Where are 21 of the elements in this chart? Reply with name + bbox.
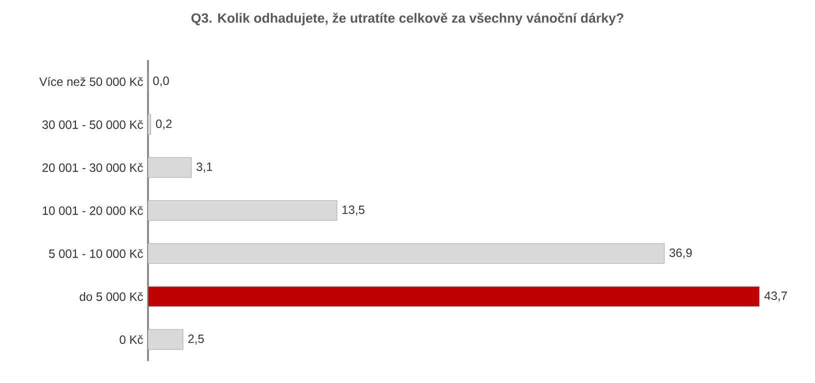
bar bbox=[148, 157, 192, 178]
bar bbox=[148, 200, 338, 221]
data-label: 3,1 bbox=[196, 162, 212, 172]
chart-title: Q3. Kolik odhadujete, že utratíte celkově za všechny vánoční dárky? bbox=[191, 12, 624, 26]
data-label: 43,7 bbox=[764, 292, 787, 302]
data-label: 2,5 bbox=[188, 334, 204, 344]
data-label: 0,2 bbox=[156, 120, 172, 130]
data-label: 0,0 bbox=[153, 76, 169, 86]
bar bbox=[148, 114, 152, 135]
y-tick-label: do 5 000 Kč bbox=[80, 292, 143, 301]
bar bbox=[148, 243, 665, 264]
data-label: 13,5 bbox=[342, 206, 364, 216]
data-label: 36,9 bbox=[669, 248, 692, 258]
bar bbox=[148, 286, 760, 307]
y-tick-label: 30 001 - 50 000 Kč bbox=[42, 120, 143, 129]
bar bbox=[148, 329, 184, 350]
y-tick-label: 0 Kč bbox=[120, 335, 143, 344]
y-tick-label: Více než 50 000 Kč bbox=[39, 77, 143, 86]
y-tick-label: 10 001 - 20 000 Kč bbox=[42, 206, 143, 215]
y-tick-label: 5 001 - 10 000 Kč bbox=[49, 249, 143, 258]
y-tick-label: 20 001 - 30 000 Kč bbox=[42, 163, 143, 172]
